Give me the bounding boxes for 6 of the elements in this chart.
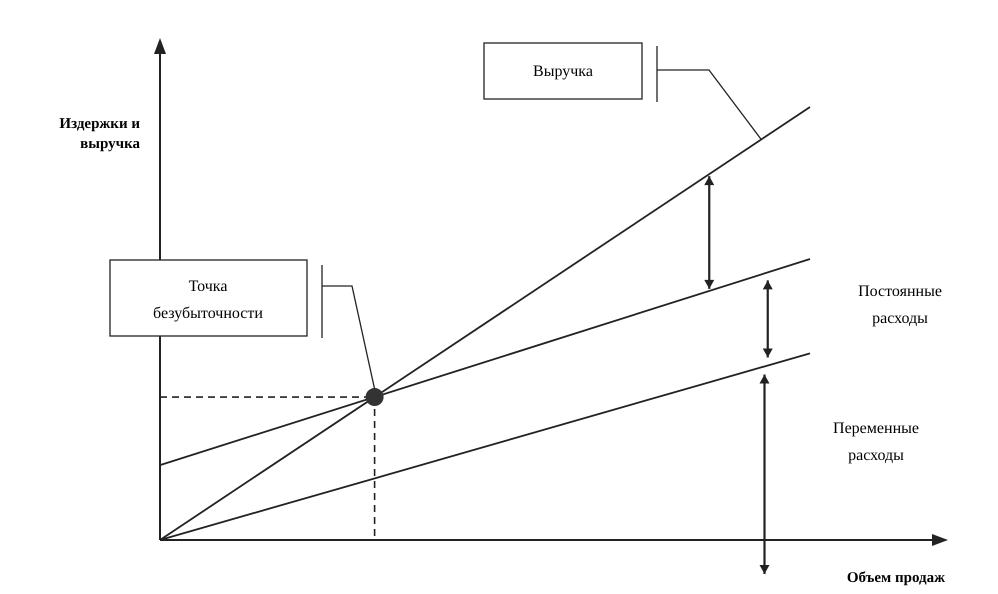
annotation: Точка безубыточности: [153, 278, 264, 322]
text: Выручка: [533, 63, 593, 80]
annotation: Постоянные расходы: [858, 283, 942, 327]
annotation: Переменные расходы: [833, 420, 919, 464]
x-axis-title: Объем продаж: [846, 570, 946, 586]
y-axis-title: Издержки и выручка: [59, 116, 140, 152]
